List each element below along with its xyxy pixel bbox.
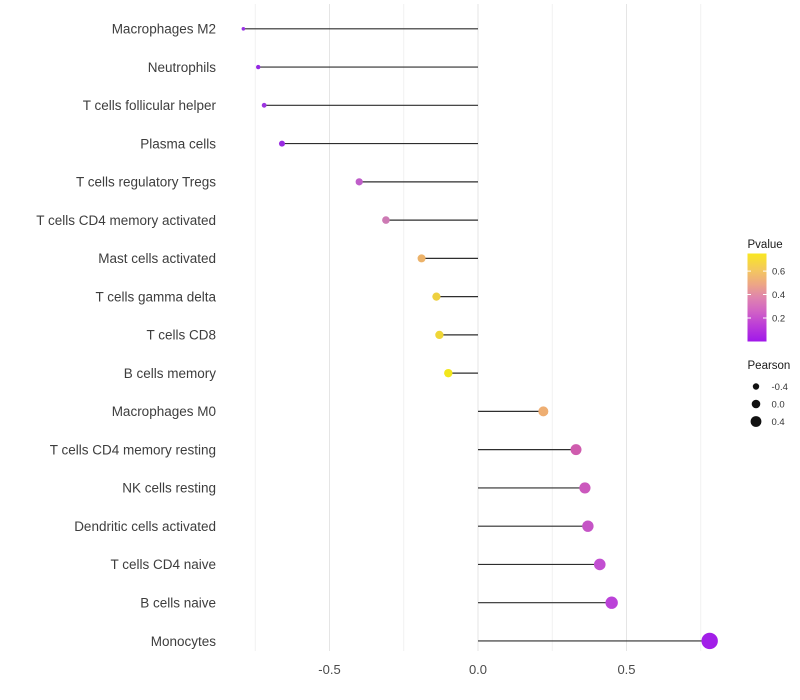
gridlines bbox=[254, 4, 702, 651]
legend-pvalue: Pvalue 0.6 0.4 0.2 bbox=[747, 239, 785, 342]
y-axis-label: T cells CD4 memory resting bbox=[50, 442, 216, 457]
y-axis-label: Macrophages M2 bbox=[112, 22, 216, 37]
data-point bbox=[261, 102, 267, 108]
x-axis-tick-label: -0.5 bbox=[318, 662, 340, 677]
x-axis-tick-label: 0.5 bbox=[617, 662, 635, 677]
y-axis-label: T cells follicular helper bbox=[83, 98, 217, 113]
data-point bbox=[538, 406, 549, 417]
y-axis-label: B cells memory bbox=[124, 366, 217, 381]
y-axis-label: T cells regulatory Tregs bbox=[76, 175, 216, 190]
data-point bbox=[435, 330, 444, 340]
data-point bbox=[444, 368, 453, 378]
plot-panel: Macrophages M2 Neutrophils T cells follicu… bbox=[36, 22, 718, 650]
y-axis-label: T cells CD4 memory activated bbox=[36, 213, 216, 228]
y-axis-label: Mast cells activated bbox=[98, 251, 216, 266]
data-point bbox=[241, 27, 246, 31]
colorbar-tick-label: 0.6 bbox=[772, 267, 785, 278]
data-point bbox=[605, 596, 618, 609]
legend-pvalue-title: Pvalue bbox=[748, 239, 783, 251]
data-point bbox=[432, 292, 441, 301]
data-point bbox=[579, 482, 591, 494]
size-legend-key bbox=[752, 383, 760, 390]
data-point bbox=[701, 632, 718, 650]
y-axis-label: Plasma cells bbox=[140, 136, 216, 151]
data-point bbox=[355, 178, 363, 186]
y-axis-label: Neutrophils bbox=[148, 60, 217, 75]
data-point bbox=[382, 216, 390, 224]
size-legend-key bbox=[751, 399, 761, 409]
y-axis-label: NK cells resting bbox=[122, 481, 216, 496]
colorbar-tick-label: 0.2 bbox=[772, 313, 785, 324]
y-axis-label: Monocytes bbox=[151, 634, 217, 649]
y-axis-label: T cells CD8 bbox=[146, 328, 216, 343]
x-axis: -0.5 0.0 0.5 bbox=[318, 662, 635, 677]
legend-pearson-title: Pearson bbox=[748, 360, 791, 372]
x-axis-tick-label: 0.0 bbox=[469, 662, 487, 677]
data-point bbox=[570, 444, 582, 456]
y-axis-label: T cells CD4 naive bbox=[110, 557, 216, 572]
data-point bbox=[417, 254, 426, 263]
y-axis-label: B cells naive bbox=[140, 596, 216, 611]
colorbar-tick-label: 0.4 bbox=[772, 290, 785, 301]
size-legend-key bbox=[750, 416, 762, 427]
y-axis-label: Dendritic cells activated bbox=[74, 519, 216, 534]
size-legend-label: 0.0 bbox=[772, 399, 785, 410]
size-legend-label: -0.4 bbox=[772, 382, 788, 393]
pvalue-colorbar bbox=[747, 253, 767, 342]
y-axis-label: T cells gamma delta bbox=[95, 289, 216, 304]
size-legend-label: 0.4 bbox=[772, 417, 785, 428]
data-point bbox=[582, 520, 594, 532]
data-point bbox=[593, 558, 606, 571]
data-point bbox=[256, 64, 261, 70]
y-axis-label: Macrophages M0 bbox=[112, 404, 216, 419]
data-point bbox=[278, 140, 285, 147]
legend-pearson: Pearson -0.4 0.0 0.4 bbox=[748, 360, 791, 428]
